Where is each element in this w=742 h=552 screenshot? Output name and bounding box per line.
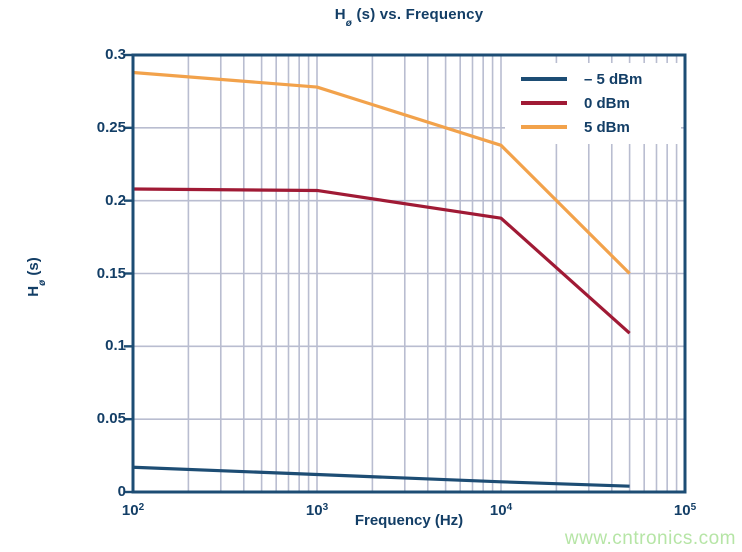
chart-title-subscript: ø — [345, 18, 353, 29]
series-line-–5dBm — [132, 465, 630, 488]
x-tick-label-10e2: 102 — [121, 502, 145, 519]
x-tick-label-10e5: 105 — [673, 502, 697, 519]
legend-item: – 5 dBm — [505, 68, 681, 90]
series-line-5dBm — [132, 70, 631, 275]
x-tick-label-10e4: 104 — [489, 502, 513, 519]
legend-label: 0 dBm — [584, 94, 630, 112]
legend-item: 0 dBm — [505, 92, 681, 114]
y-axis-title-suffix: (s) — [25, 257, 42, 280]
x-axis-title: Frequency (Hz) — [354, 512, 464, 529]
y-axis-title-prefix: H — [25, 285, 42, 297]
y-tick-label-0.2: 0.2 — [105, 191, 126, 209]
y-axis-title-subscript: ø — [37, 279, 48, 286]
y-tick-label-0.15: 0.15 — [96, 264, 126, 282]
plot-frame — [131, 53, 687, 494]
y-tick-label-0.1: 0.1 — [105, 337, 126, 355]
legend-swatch — [521, 77, 567, 81]
legend-item: 5 dBm — [505, 116, 681, 138]
series-line-0dBm — [132, 187, 631, 335]
legend-label: 5 dBm — [584, 118, 630, 136]
chart-title-suffix: (s) vs. Frequency — [352, 6, 484, 23]
y-tick-label-0: 0 — [117, 483, 126, 500]
watermark: www.cntronics.com — [564, 528, 736, 549]
legend-swatch — [521, 125, 567, 129]
y-tick-label-0.05: 0.05 — [96, 410, 126, 428]
x-tick-label-10e3: 103 — [305, 502, 329, 519]
y-axis-title: Hø (s) — [25, 217, 48, 337]
y-tick-label-0.25: 0.25 — [96, 118, 126, 136]
chart-title: Hø (s) vs. Frequency — [133, 6, 685, 29]
y-tick-label-0.3: 0.3 — [105, 46, 126, 63]
legend-label: – 5 dBm — [584, 70, 643, 88]
legend-swatch — [521, 101, 567, 105]
chart-title-prefix: H — [334, 6, 346, 23]
legend: – 5 dBm 0 dBm 5 dBm — [505, 63, 681, 144]
